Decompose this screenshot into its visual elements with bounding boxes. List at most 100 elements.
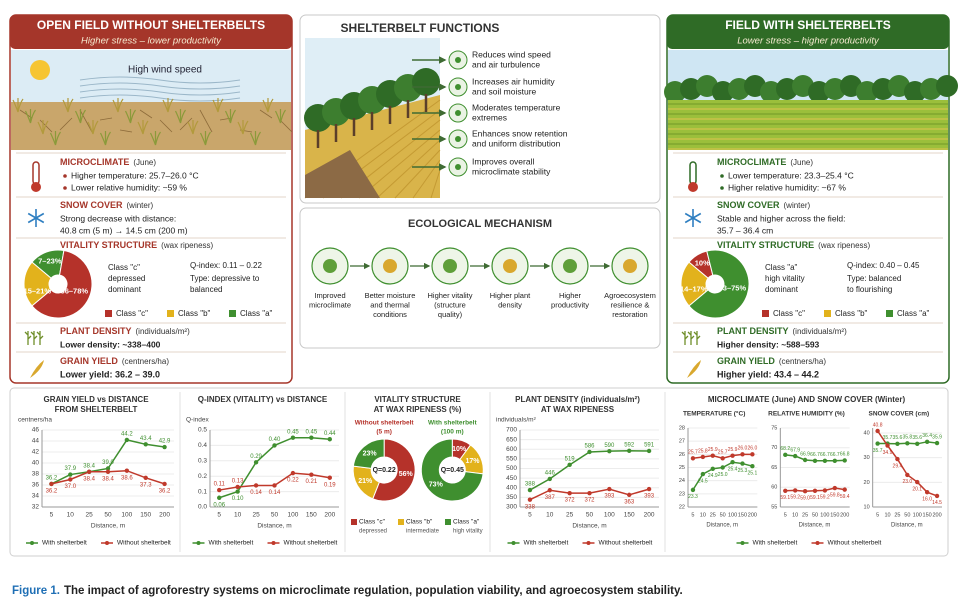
x-tick-label: 5 bbox=[528, 512, 532, 519]
data-label: 338 bbox=[525, 504, 536, 510]
y-tick-label: 0.5 bbox=[198, 427, 207, 434]
data-point bbox=[217, 495, 222, 500]
x-tick-label: 200 bbox=[644, 512, 655, 519]
heading-unit: (June) bbox=[790, 158, 813, 167]
x-tick-label: 25 bbox=[894, 512, 900, 518]
data-label: 372 bbox=[584, 498, 595, 504]
y-tick-label: 60 bbox=[771, 485, 777, 491]
slice-label: 17% bbox=[465, 458, 480, 465]
legend-label: With shelterbelt bbox=[209, 540, 254, 547]
y-tick-label: 450 bbox=[506, 475, 517, 482]
data-label: 25.3 bbox=[738, 468, 748, 474]
data-label: 590 bbox=[604, 443, 615, 449]
type-text: Type: balanced bbox=[847, 274, 901, 283]
sun bbox=[30, 60, 50, 80]
x-tick-label: 150 bbox=[923, 512, 932, 518]
data-point bbox=[895, 456, 900, 462]
data-label: 66.7 bbox=[810, 452, 820, 458]
x-tick-label: 50 bbox=[586, 512, 594, 519]
crop bbox=[212, 98, 224, 113]
section-heading: MICROCLIMATE (June) bbox=[717, 157, 813, 167]
pie-name: (5 m) bbox=[376, 429, 392, 436]
crop bbox=[237, 120, 249, 135]
y-tick-label: 300 bbox=[506, 504, 517, 511]
data-point bbox=[253, 460, 259, 465]
section-heading: VITALITY STRUCTURE (wax ripeness) bbox=[717, 240, 871, 250]
crop bbox=[74, 109, 86, 124]
heading-text: MICROCLIMATE bbox=[60, 157, 129, 167]
x-tick-label: 5 bbox=[217, 512, 221, 519]
y-axis-label: individuals/m² bbox=[496, 417, 537, 424]
crop bbox=[112, 98, 124, 113]
mechanism-label: Improved bbox=[314, 291, 345, 300]
wind-line bbox=[79, 88, 241, 96]
bullet bbox=[63, 186, 67, 190]
figure-caption: Figure 1. The impact of agroforestry syst… bbox=[12, 585, 683, 597]
data-label: 59.2 bbox=[790, 495, 800, 501]
data-point bbox=[124, 437, 130, 443]
heading-text: GRAIN YIELD bbox=[60, 356, 118, 366]
data-point bbox=[309, 472, 314, 477]
crack bbox=[39, 119, 53, 133]
chart-title: AT WAX RIPENESS (%) bbox=[374, 405, 462, 414]
legend-label: Without shelterbelt bbox=[117, 540, 171, 547]
legend-label: Class "b" bbox=[835, 309, 868, 318]
mechanism-label: quality) bbox=[438, 310, 463, 319]
legend-label: Class "c" bbox=[116, 309, 148, 318]
legend-label: Class "a" bbox=[453, 519, 480, 526]
heading-unit: (individuals/m²) bbox=[136, 327, 191, 336]
data-point bbox=[86, 469, 92, 474]
x-tick-label: 10 bbox=[792, 512, 798, 518]
data-point bbox=[607, 486, 612, 492]
data-point bbox=[792, 453, 798, 459]
crop bbox=[12, 98, 24, 113]
x-tick-label: 10 bbox=[546, 512, 554, 519]
x-tick-label: 50 bbox=[720, 512, 726, 518]
crop bbox=[49, 131, 61, 146]
mechanism-label: Higher plant bbox=[490, 291, 531, 300]
data-point bbox=[68, 472, 73, 477]
bullet-text: Higher relative humidity: ~67 % bbox=[728, 182, 846, 192]
data-label: 25.1 bbox=[748, 471, 758, 477]
data-label: 37.9 bbox=[64, 466, 76, 472]
x-tick-label: 150 bbox=[140, 512, 151, 519]
y-tick-label: 0.2 bbox=[198, 473, 207, 480]
data-label: 0.10 bbox=[232, 496, 244, 502]
slice-label: 73% bbox=[429, 481, 444, 488]
data-point bbox=[309, 435, 314, 440]
data-label: 36.2 bbox=[159, 488, 171, 494]
tree bbox=[936, 75, 958, 97]
thermometer-bulb bbox=[688, 182, 698, 192]
x-axis-label: Distance, m bbox=[91, 523, 125, 530]
function-text: microclimate stability bbox=[472, 166, 551, 176]
crack bbox=[99, 117, 113, 121]
data-label: 36.2 bbox=[46, 488, 58, 494]
mechanism-label: Better moisture bbox=[365, 291, 416, 300]
data-point bbox=[934, 440, 940, 446]
data-label: 35.6 bbox=[893, 435, 903, 441]
chart-title: FROM SHELTERBELT bbox=[55, 405, 138, 414]
y-axis-label: Q-index bbox=[186, 417, 210, 424]
data-label: 0.06 bbox=[213, 502, 225, 508]
y-tick-label: 22 bbox=[679, 504, 685, 510]
heading-unit: (wax ripeness) bbox=[161, 241, 213, 250]
legend-swatch bbox=[886, 310, 893, 317]
data-point bbox=[924, 439, 930, 445]
crop bbox=[162, 98, 174, 113]
legend-note: depressed bbox=[359, 529, 387, 535]
data-label: 43.4 bbox=[140, 436, 152, 442]
soil-path bbox=[305, 150, 380, 198]
data-label: 586 bbox=[584, 444, 595, 450]
function-text: Moderates temperature bbox=[472, 102, 561, 112]
data-point bbox=[49, 481, 54, 487]
chart-title: GRAIN YIELD vs DISTANCE bbox=[43, 395, 149, 404]
data-label: 25.7 bbox=[718, 450, 728, 456]
image-caption: High wind speed bbox=[128, 65, 202, 76]
mechanism-label: microclimate bbox=[309, 300, 351, 309]
data-label: 446 bbox=[545, 470, 556, 476]
function-icon-dot bbox=[455, 136, 461, 142]
y-tick-label: 25 bbox=[679, 465, 685, 471]
y-tick-label: 34 bbox=[32, 493, 40, 500]
crop bbox=[37, 120, 49, 135]
